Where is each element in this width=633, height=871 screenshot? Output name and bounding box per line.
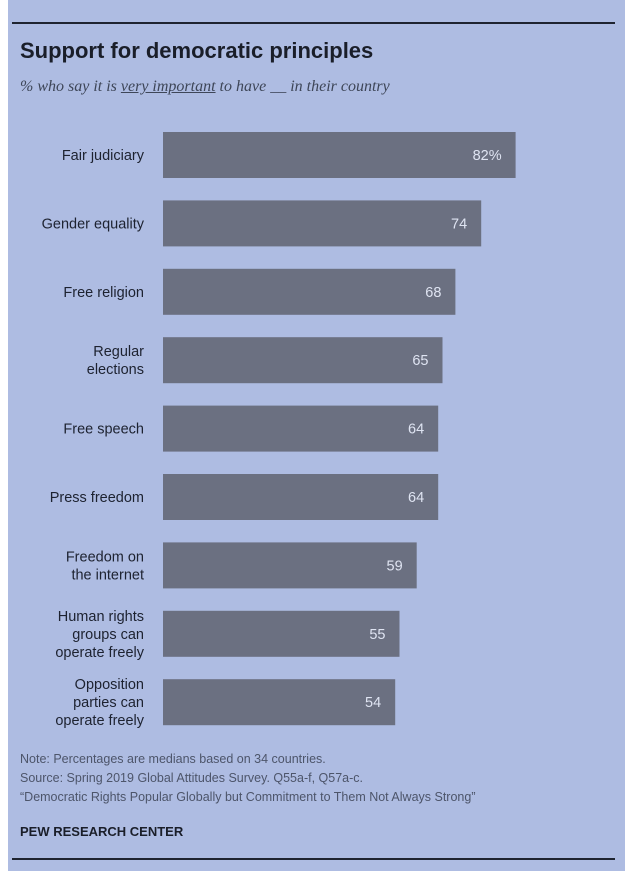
bar-value-label: 55 (369, 627, 385, 643)
bar (163, 542, 417, 589)
subtitle-suffix: to have __ in their country (215, 78, 390, 95)
category-label: Gender equality (42, 216, 145, 232)
chart-title: Support for democratic principles (20, 38, 374, 63)
bar (163, 610, 400, 657)
bar (163, 268, 456, 315)
bar-value-label: 64 (408, 422, 424, 438)
notes-block: Note: Percentages are medians based on 3… (20, 750, 476, 807)
subtitle-emphasis: very important (120, 78, 216, 95)
bar (163, 679, 396, 726)
chart-panel: Support for democratic principles % who … (8, 0, 625, 871)
bar-value-label: 74 (451, 216, 467, 232)
category-label: Free speech (63, 422, 144, 438)
category-label: Fair judiciary (62, 148, 145, 164)
bar-value-label: 59 (387, 558, 403, 574)
category-label: Human rights groups can operate freely (55, 609, 144, 661)
category-label: Press freedom (50, 490, 144, 506)
bar-value-label: 82% (473, 148, 502, 164)
note-line: Note: Percentages are medians based on 3… (20, 752, 326, 766)
bottom-rule (12, 858, 615, 860)
bar-value-label: 68 (425, 285, 441, 301)
category-label: Opposition parties can operate freely (55, 677, 144, 729)
bar-value-label: 54 (365, 695, 381, 711)
chart-subtitle: % who say it is very important to have _… (20, 78, 390, 96)
category-label: Regular elections (87, 344, 144, 378)
source-line: Source: Spring 2019 Global Attitudes Sur… (20, 771, 364, 785)
top-rule (12, 22, 615, 24)
bar-value-label: 64 (408, 490, 424, 506)
subtitle-prefix: % who say it is (20, 78, 121, 95)
brand-label: PEW RESEARCH CENTER (20, 824, 184, 839)
bar (163, 132, 516, 178)
bar-value-label: 65 (412, 353, 428, 369)
report-title-line: “Democratic Rights Popular Globally but … (20, 790, 476, 804)
bar (163, 474, 439, 520)
bar (163, 405, 439, 452)
category-label: Freedom on the internet (66, 549, 144, 583)
bar (163, 200, 482, 247)
bar-chart: 82% Fair judiciary 74 Gender equality 68 Free… (42, 132, 516, 729)
category-label: Free religion (63, 285, 144, 301)
bar (163, 337, 443, 384)
